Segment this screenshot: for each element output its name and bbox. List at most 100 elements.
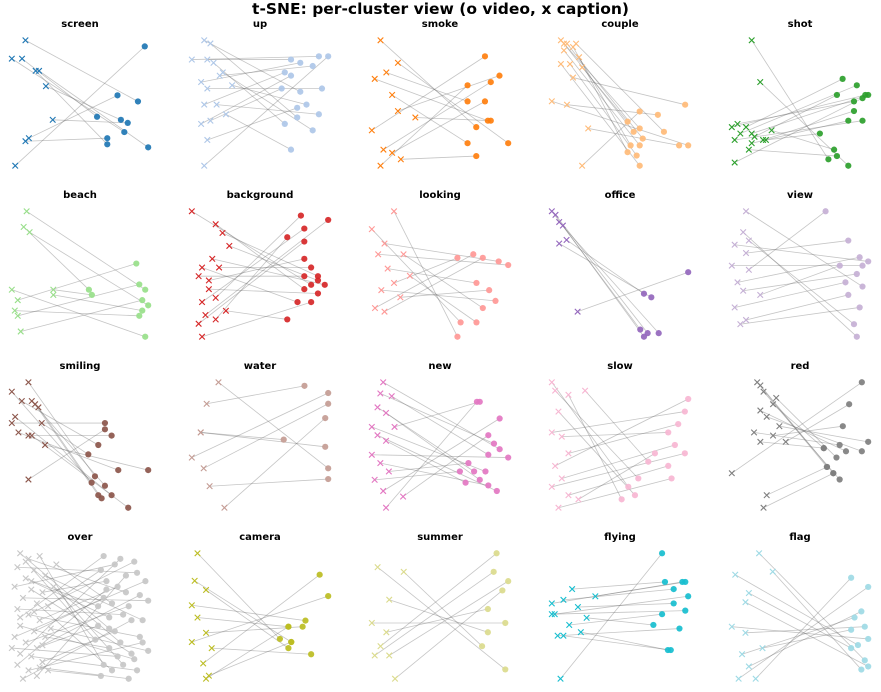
connector-line <box>197 552 281 640</box>
caption-point <box>208 644 215 652</box>
caption-point <box>44 667 52 674</box>
caption-point <box>188 56 196 63</box>
video-point <box>682 607 689 614</box>
caption-point <box>212 221 219 228</box>
caption-point <box>551 611 558 618</box>
panel-red: red <box>728 361 872 511</box>
video-point <box>665 462 672 470</box>
connector-line <box>382 418 500 492</box>
video-point <box>115 466 122 474</box>
caption-point <box>377 459 384 467</box>
connector-line <box>225 310 288 320</box>
video-point <box>495 258 502 265</box>
connector-line <box>207 107 298 141</box>
caption-point <box>378 286 385 294</box>
connector-line <box>572 77 686 106</box>
video-point <box>325 53 332 60</box>
video-point <box>294 104 301 111</box>
video-point <box>281 69 288 76</box>
video-point <box>668 475 675 482</box>
caption-point <box>399 493 407 500</box>
caption-point <box>371 75 378 83</box>
caption-point <box>557 675 564 682</box>
video-point <box>133 569 141 576</box>
connector-line <box>215 215 302 299</box>
caption-point <box>558 433 565 440</box>
connector-line <box>25 577 99 607</box>
video-point <box>825 156 832 163</box>
video-point <box>833 152 841 160</box>
video-point <box>100 594 107 601</box>
panel-title: looking <box>419 190 461 201</box>
video-point <box>624 149 631 156</box>
video-point <box>499 587 506 594</box>
video-point <box>136 281 143 288</box>
panel-title: flying <box>604 532 636 543</box>
caption-point <box>198 298 206 306</box>
video-point <box>479 254 486 261</box>
video-point <box>665 429 672 436</box>
connector-line <box>14 46 146 167</box>
connector-line <box>11 391 92 483</box>
video-point <box>470 251 477 258</box>
caption-point <box>379 487 387 495</box>
connector-line <box>737 256 860 283</box>
video-point <box>322 415 329 422</box>
caption-point <box>757 382 764 389</box>
connector-line <box>52 119 128 124</box>
caption-point <box>368 423 376 431</box>
caption-point <box>577 628 585 636</box>
connector-line <box>785 403 850 443</box>
video-point <box>492 297 499 304</box>
video-point <box>850 107 858 115</box>
video-point <box>858 448 865 455</box>
connector-line <box>771 129 835 151</box>
caption-point <box>8 388 16 395</box>
connector-line <box>745 601 869 667</box>
video-point <box>836 476 843 483</box>
panel-title: flag <box>789 532 810 543</box>
video-point <box>142 286 149 293</box>
connector-line <box>558 221 659 334</box>
video-point <box>108 667 116 674</box>
connector-line <box>584 390 649 462</box>
video-point <box>682 101 689 108</box>
caption-point <box>757 291 764 299</box>
caption-point <box>212 316 219 323</box>
connector-line <box>731 94 866 128</box>
connector-line <box>50 628 149 652</box>
caption-point <box>559 222 567 229</box>
connector-line <box>36 575 127 677</box>
connector-line <box>402 434 489 497</box>
video-point <box>91 473 99 480</box>
connector-line <box>201 228 305 303</box>
connector-line <box>28 642 143 671</box>
connector-line <box>400 155 477 160</box>
connector-line <box>36 625 99 649</box>
caption-point <box>383 69 390 76</box>
panel-new: new <box>368 361 512 511</box>
video-point <box>846 401 853 408</box>
video-point <box>101 426 109 433</box>
caption-point <box>368 451 376 458</box>
caption-point <box>388 393 395 400</box>
video-point <box>145 302 152 309</box>
caption-point <box>33 644 41 652</box>
caption-point <box>728 623 736 630</box>
video-point <box>481 53 489 60</box>
connector-line <box>561 432 669 438</box>
connector-line <box>216 104 319 115</box>
caption-point <box>15 429 22 436</box>
video-point <box>845 237 852 244</box>
caption-point <box>556 240 563 247</box>
video-point <box>103 586 110 593</box>
video-point <box>93 113 101 120</box>
caption-point <box>377 390 384 397</box>
connector-line <box>31 400 106 487</box>
caption-point <box>368 619 376 627</box>
caption-point <box>574 308 581 315</box>
connector-line <box>551 100 689 146</box>
panel-slow: slow <box>548 361 692 511</box>
video-point <box>287 146 295 153</box>
connector-line <box>551 581 683 604</box>
